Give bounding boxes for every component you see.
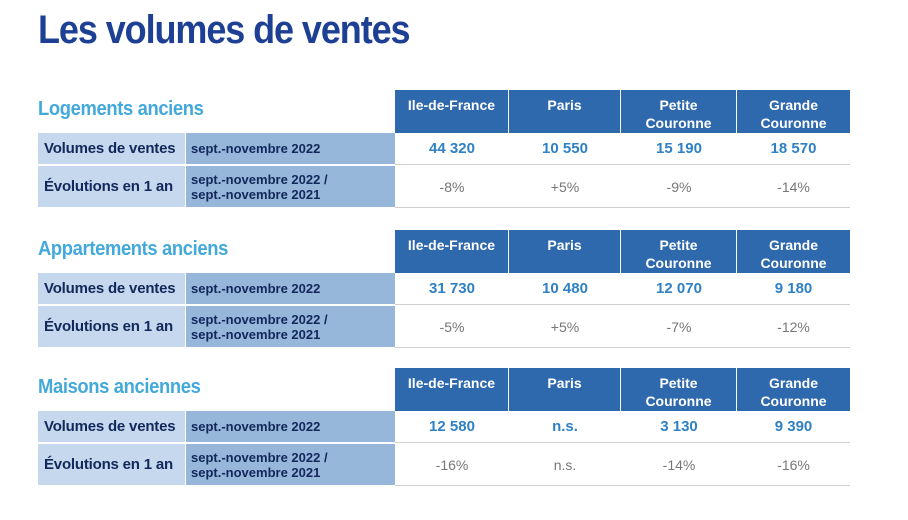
value-cell: 10 550 — [542, 140, 588, 157]
period-line-2: sept.-novembre 2021 — [191, 464, 321, 480]
period-line-1: sept.-novembre 2022 / — [191, 449, 328, 465]
column-header-row: Ile-de-France Paris Petite Couronne Grand… — [395, 230, 850, 273]
values-evolutions: -8% +5% -9% -14% — [395, 166, 850, 208]
value-cell: -5% — [439, 318, 465, 335]
values-volumes: 44 320 10 550 15 190 18 570 — [395, 133, 850, 165]
column-header-petite-couronne: Petite Couronne — [621, 90, 737, 133]
column-header-paris: Paris — [509, 368, 621, 411]
row-label-volumes: Volumes de ventes — [38, 273, 185, 305]
column-header-paris: Paris — [509, 90, 621, 133]
value-cell: 44 320 — [429, 140, 475, 157]
column-header-petite-couronne: Petite Couronne — [621, 368, 737, 411]
values-volumes: 12 580 n.s. 3 130 9 390 — [395, 411, 850, 443]
period-line-2: sept.-novembre 2021 — [191, 326, 321, 342]
value-cell: +5% — [550, 318, 580, 335]
row-period-compare: sept.-novembre 2022 / sept.-novembre 202… — [185, 444, 395, 486]
column-header-ile-de-france: Ile-de-France — [395, 90, 509, 133]
value-cell: 9 180 — [774, 280, 813, 297]
row-label-volumes: Volumes de ventes — [38, 411, 185, 443]
column-header-paris: Paris — [509, 230, 621, 273]
value-cell: -14% — [777, 178, 810, 195]
value-cell: -16% — [435, 456, 469, 473]
row-period-current: sept.-novembre 2022 — [185, 411, 395, 443]
value-cell: 3 130 — [660, 418, 698, 435]
value-cell: n.s. — [552, 418, 578, 435]
values-volumes: 31 730 10 480 12 070 9 180 — [395, 273, 850, 305]
value-cell: 10 480 — [542, 280, 588, 297]
row-label-volumes: Volumes de ventes — [38, 133, 185, 165]
value-cell: 15 190 — [656, 140, 702, 157]
row-period-current: sept.-novembre 2022 — [185, 133, 395, 165]
table-row-evolutions: Évolutions en 1 an sept.-novembre 2022 /… — [38, 444, 850, 486]
row-label-evolutions: Évolutions en 1 an — [38, 444, 185, 486]
table-row-evolutions: Évolutions en 1 an sept.-novembre 2022 /… — [38, 306, 850, 348]
row-period-compare: sept.-novembre 2022 / sept.-novembre 202… — [185, 306, 395, 348]
table-row-volumes: Volumes de ventes sept.-novembre 2022 12… — [38, 411, 850, 443]
value-cell: -7% — [666, 318, 692, 335]
row-label-evolutions: Évolutions en 1 an — [38, 166, 185, 208]
section-title: Maisons anciennes — [38, 376, 201, 398]
column-header-grande-couronne: Grande Couronne — [737, 90, 850, 133]
period-line-1: sept.-novembre 2022 / — [191, 171, 328, 187]
period-line-1: sept.-novembre 2022 / — [191, 311, 328, 327]
table-row-volumes: Volumes de ventes sept.-novembre 2022 31… — [38, 273, 850, 305]
value-cell: +5% — [550, 178, 580, 195]
value-cell: n.s. — [553, 456, 577, 473]
value-cell: -14% — [662, 456, 696, 473]
value-cell: -8% — [439, 178, 465, 195]
table-row-volumes: Volumes de ventes sept.-novembre 2022 44… — [38, 133, 850, 165]
row-period-current: sept.-novembre 2022 — [185, 273, 395, 305]
column-header-ile-de-france: Ile-de-France — [395, 230, 509, 273]
value-cell: 12 580 — [429, 418, 475, 435]
table-row-evolutions: Évolutions en 1 an sept.-novembre 2022 /… — [38, 166, 850, 208]
value-cell: -9% — [666, 178, 692, 195]
row-period-compare: sept.-novembre 2022 / sept.-novembre 202… — [185, 166, 395, 208]
value-cell: 18 570 — [770, 140, 817, 157]
section-title: Appartements anciens — [38, 238, 228, 260]
column-header-ile-de-france: Ile-de-France — [395, 368, 509, 411]
column-header-grande-couronne: Grande Couronne — [737, 368, 850, 411]
value-cell: 31 730 — [429, 280, 475, 297]
column-header-petite-couronne: Petite Couronne — [621, 230, 737, 273]
value-cell: -12% — [777, 318, 810, 335]
column-header-grande-couronne: Grande Couronne — [737, 230, 850, 273]
value-cell: -16% — [777, 456, 810, 473]
section-title: Logements anciens — [38, 98, 204, 120]
values-evolutions: -16% n.s. -14% -16% — [395, 444, 850, 486]
page-title: Les volumes de ventes — [38, 8, 411, 52]
values-evolutions: -5% +5% -7% -12% — [395, 306, 850, 348]
row-label-evolutions: Évolutions en 1 an — [38, 306, 185, 348]
value-cell: 12 070 — [656, 280, 702, 297]
period-line-2: sept.-novembre 2021 — [191, 186, 321, 202]
column-header-row: Ile-de-France Paris Petite Couronne Grand… — [395, 90, 850, 133]
value-cell: 9 390 — [774, 418, 813, 435]
column-header-row: Ile-de-France Paris Petite Couronne Grand… — [395, 368, 850, 411]
